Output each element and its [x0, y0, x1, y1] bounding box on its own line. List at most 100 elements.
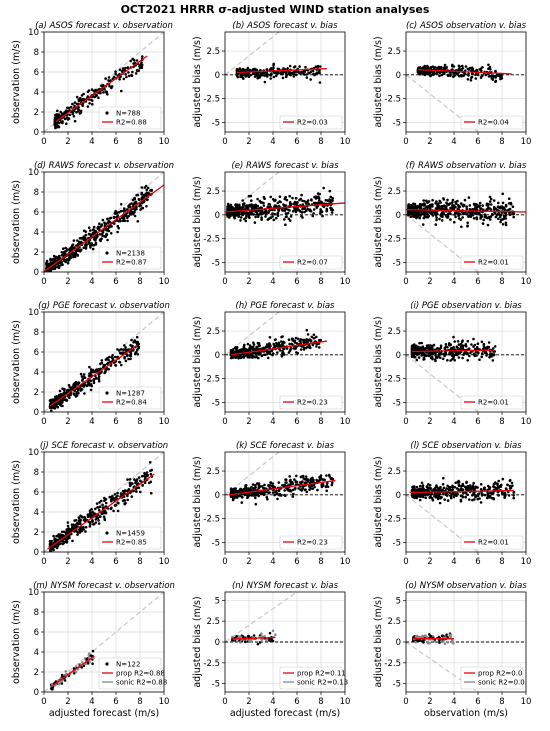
data-point	[248, 216, 251, 220]
data-point	[106, 361, 110, 365]
data-point	[60, 263, 63, 267]
data-point	[483, 215, 487, 219]
legend-label: N=788	[116, 110, 140, 118]
data-point	[251, 68, 255, 72]
data-point	[319, 477, 323, 480]
data-point	[53, 119, 57, 122]
data-point	[506, 490, 510, 494]
data-point	[120, 348, 123, 351]
x-tick-label: 2	[65, 557, 70, 567]
data-point	[243, 488, 246, 492]
data-point	[408, 212, 411, 216]
data-point	[326, 481, 329, 485]
data-point	[442, 66, 446, 69]
data-point	[256, 341, 260, 345]
data-point	[89, 511, 92, 514]
data-point	[260, 485, 264, 488]
data-point	[73, 389, 77, 393]
data-point	[254, 502, 258, 506]
data-point	[127, 488, 131, 491]
fit-line	[55, 55, 148, 123]
data-point	[126, 498, 129, 502]
data-point	[476, 497, 480, 501]
data-point	[435, 218, 438, 222]
data-point	[421, 346, 425, 350]
data-point	[432, 351, 436, 355]
data-point	[58, 114, 62, 118]
data-point	[281, 344, 285, 347]
data-point	[126, 354, 129, 358]
data-point	[127, 357, 130, 361]
data-point	[465, 480, 468, 484]
data-point	[420, 203, 423, 206]
data-point	[274, 71, 278, 75]
data-point	[445, 65, 448, 69]
x-tick-label: 8	[137, 557, 142, 567]
x-tick-label: 2	[65, 417, 70, 427]
data-point	[77, 391, 80, 395]
data-point	[247, 493, 250, 497]
data-point	[512, 215, 515, 219]
data-point	[118, 217, 122, 221]
data-point	[272, 64, 275, 67]
data-point	[494, 215, 498, 219]
data-point	[138, 204, 141, 208]
data-point	[319, 208, 322, 211]
data-point	[116, 348, 119, 351]
data-point	[262, 353, 266, 357]
data-point	[452, 356, 455, 360]
data-point	[106, 227, 109, 231]
data-point	[116, 494, 119, 498]
data-point	[107, 76, 111, 79]
data-point	[77, 516, 81, 519]
data-point	[427, 205, 431, 209]
data-point	[472, 217, 476, 220]
data-point	[313, 485, 316, 489]
data-point	[68, 113, 72, 117]
data-point	[103, 88, 106, 91]
data-point	[443, 204, 446, 207]
x-tick-label: 2	[246, 417, 251, 427]
x-tick-label: 2	[65, 277, 70, 287]
data-point	[59, 401, 62, 405]
legend-box	[98, 106, 162, 130]
y-tick-label: 10	[28, 308, 39, 318]
data-point	[254, 496, 257, 500]
data-point	[262, 493, 266, 497]
data-point	[109, 232, 113, 235]
data-point	[141, 55, 144, 58]
data-point	[250, 355, 254, 359]
data-point	[254, 72, 257, 76]
data-point	[126, 478, 129, 481]
data-point	[45, 259, 49, 263]
data-point	[79, 250, 82, 253]
data-point	[254, 485, 257, 489]
data-point	[499, 220, 502, 224]
data-point	[87, 232, 91, 236]
data-point	[422, 199, 426, 202]
x-tick-label: 6	[294, 557, 299, 567]
data-point	[247, 194, 251, 198]
data-point	[511, 205, 515, 208]
data-point	[50, 409, 53, 412]
x-tick-label: 8	[137, 417, 142, 427]
data-point	[413, 352, 417, 355]
data-point	[84, 526, 88, 529]
y-tick-label: 0	[215, 351, 220, 361]
data-point	[491, 78, 495, 81]
data-point	[274, 74, 278, 78]
data-point	[301, 487, 305, 490]
data-point	[271, 482, 275, 485]
data-point	[60, 530, 64, 534]
data-point	[442, 486, 446, 490]
data-point	[68, 396, 71, 400]
data-point	[268, 491, 271, 494]
data-point	[463, 204, 466, 207]
data-point	[239, 219, 242, 222]
data-point	[293, 339, 297, 343]
data-point	[414, 214, 417, 217]
data-point	[242, 345, 246, 349]
data-point	[236, 349, 239, 352]
data-point	[134, 351, 137, 355]
data-point	[226, 202, 230, 206]
